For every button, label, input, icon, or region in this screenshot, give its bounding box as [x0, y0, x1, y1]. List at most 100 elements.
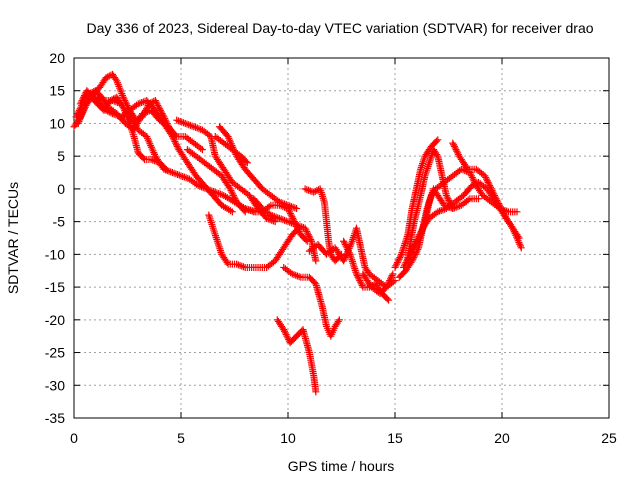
data-point	[291, 204, 299, 212]
data-point	[114, 99, 122, 107]
data-point	[281, 216, 289, 224]
data-point	[190, 123, 198, 131]
x-tick-label: 20	[494, 430, 510, 446]
data-point	[265, 203, 273, 211]
data-point	[289, 203, 297, 211]
data-point	[271, 218, 279, 226]
data-point	[139, 154, 147, 162]
data-point	[304, 229, 312, 237]
data-point	[174, 117, 182, 125]
y-tick-label: -25	[45, 345, 65, 361]
data-point	[356, 277, 364, 285]
data-point	[102, 106, 110, 114]
data-point	[389, 270, 397, 278]
data-point	[172, 170, 180, 178]
data-point	[496, 203, 504, 211]
data-point	[243, 205, 251, 213]
data-point	[293, 205, 301, 213]
data-point	[467, 170, 475, 178]
data-point	[234, 261, 242, 269]
series-track-18	[359, 270, 397, 298]
data-point	[301, 224, 309, 232]
data-point	[285, 206, 293, 214]
data-point	[281, 203, 289, 211]
data-point	[112, 111, 120, 119]
series-track-24	[404, 146, 457, 262]
data-point	[267, 211, 275, 219]
data-point	[305, 186, 313, 194]
data-point	[279, 203, 287, 211]
data-point	[238, 262, 246, 270]
y-axis-label: SDTVAR / TECUs	[5, 182, 21, 294]
data-point	[170, 169, 178, 177]
data-point	[119, 93, 127, 101]
data-point	[79, 95, 87, 103]
data-point	[486, 183, 494, 191]
data-point	[138, 99, 146, 107]
data-point	[293, 272, 301, 280]
data-point	[264, 215, 272, 223]
series-track-12	[205, 211, 303, 271]
data-point	[433, 151, 441, 159]
data-point	[414, 236, 422, 244]
plot-frame	[73, 57, 610, 419]
data-point	[149, 156, 157, 164]
data-point	[283, 332, 291, 340]
data-point	[452, 146, 460, 154]
data-point	[181, 119, 189, 127]
data-point	[275, 201, 283, 209]
data-point	[357, 280, 365, 288]
data-point	[482, 175, 490, 183]
data-point	[437, 207, 445, 215]
data-point	[137, 113, 145, 121]
data-point	[287, 211, 295, 219]
data-point	[457, 165, 465, 173]
data-point	[284, 334, 292, 342]
data-point	[513, 208, 521, 216]
data-point	[292, 271, 300, 279]
data-point	[77, 98, 85, 106]
data-point	[470, 181, 478, 189]
data-point	[140, 109, 148, 117]
data-point	[491, 191, 499, 199]
data-point	[246, 207, 254, 215]
data-point	[447, 201, 455, 209]
data-point	[514, 232, 522, 240]
data-point	[110, 110, 118, 118]
data-point	[97, 95, 105, 103]
data-point	[345, 249, 353, 257]
data-point	[499, 208, 507, 216]
data-point	[464, 196, 472, 204]
data-point	[239, 263, 247, 271]
data-point	[288, 270, 296, 278]
data-point	[495, 200, 503, 208]
data-point	[284, 205, 292, 213]
y-tick-label: -10	[45, 246, 65, 262]
data-point	[393, 260, 401, 268]
data-point	[282, 331, 290, 339]
x-tick-label: 15	[387, 430, 403, 446]
data-point	[453, 147, 461, 155]
series-track-7	[183, 146, 249, 216]
data-point	[387, 273, 395, 281]
data-point	[72, 113, 80, 121]
data-point	[105, 108, 113, 116]
data-point	[291, 219, 299, 227]
data-point	[167, 168, 175, 176]
y-tick-label: 5	[57, 148, 65, 164]
data-point	[266, 216, 274, 224]
data-point	[74, 110, 82, 118]
data-point	[192, 123, 200, 131]
data-point	[302, 236, 310, 244]
data-point	[459, 166, 467, 174]
data-point	[397, 252, 405, 260]
data-point	[263, 214, 271, 222]
data-point	[78, 97, 86, 105]
data-point	[286, 208, 294, 216]
data-point	[442, 191, 450, 199]
data-point	[495, 201, 503, 209]
data-point	[142, 108, 150, 116]
data-point	[277, 202, 285, 210]
data-point	[290, 271, 298, 279]
data-point	[204, 186, 212, 194]
